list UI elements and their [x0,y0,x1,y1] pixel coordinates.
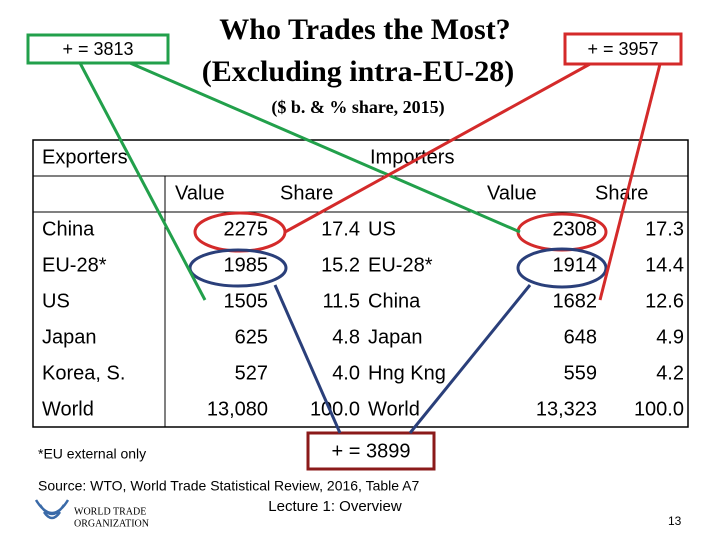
table-cell: Korea, S. [42,362,125,384]
table-cell: 625 [235,326,268,348]
connector [408,284,532,434]
table-cell: China [42,218,95,240]
callout-box [26,33,170,65]
table-cell: Japan [368,326,423,348]
group-header: Importers [370,146,454,168]
table-cell: World [42,398,94,420]
footnote: *EU external only [38,446,146,462]
table-cell: US [368,218,396,240]
title-line2: (Excluding intra-EU-28) [202,55,515,88]
logo [34,499,70,520]
table-cell: 1914 [553,254,598,276]
table-cell: 2275 [224,218,269,240]
column-header: Value [175,182,225,204]
table-cell: Hng Kng [368,362,446,384]
table-cell: 11.5 [323,290,360,312]
table-cell: 4.9 [656,326,684,348]
table-cell: 100.0 [634,398,684,420]
callout-box [563,32,683,66]
table-cell: 648 [564,326,597,348]
connector [598,63,662,301]
table-cell: 12.6 [645,290,684,312]
table-cell: 17.4 [321,218,360,240]
table-cell: 4.0 [332,362,360,384]
group-header: Exporters [42,146,128,168]
callout: + = 3957 [587,39,658,59]
source: Source: WTO, World Trade Statistical Rev… [38,478,420,494]
logo-text: WORLD TRADE [74,506,146,517]
highlight [188,248,288,288]
callout: + = 3899 [332,440,411,462]
title: Who Trades the Most? [219,13,510,46]
table-cell: 559 [564,362,597,384]
connector [78,62,207,301]
table-cell: 17.3 [645,218,684,240]
column-header: Share [595,182,648,204]
connector [284,62,591,234]
table-cell: World [368,398,420,420]
table-cell: 15.2 [321,254,360,276]
column-header: Value [487,182,537,204]
table-cell: 4.2 [656,362,684,384]
table-cell: 13,080 [207,398,268,420]
lecture: Lecture 1: Overview [268,498,402,515]
table-cell: 1682 [553,290,598,312]
table-body: China 2275 17.4 US 2308 17.3 EU-28* 1985 15.2 EU-… [42,218,684,420]
table-cell: 527 [235,362,268,384]
connector [129,61,521,234]
table-border [32,139,689,428]
table-cell: China [368,290,421,312]
highlight [516,247,608,289]
table-cell: EU-28* [368,254,433,276]
subtitle: ($ b. & % share, 2015) [271,97,444,118]
table-cell: US [42,290,70,312]
table-cell: 4.8 [332,326,360,348]
table-cell: 13,323 [536,398,597,420]
table-cell: EU-28* [42,254,107,276]
callout: + = 3813 [62,39,133,59]
table-cell: 1505 [224,290,269,312]
page-number: 13 [668,514,682,528]
connector [273,284,342,434]
table-cell: 100.0 [310,398,360,420]
table-cell: 14.4 [645,254,684,276]
column-header: Share [280,182,333,204]
table-cell: 2308 [553,218,598,240]
callout-box [306,431,436,471]
logo-text: ORGANIZATION [74,518,149,529]
table-cell: 1985 [224,254,269,276]
table-cell: Japan [42,326,97,348]
